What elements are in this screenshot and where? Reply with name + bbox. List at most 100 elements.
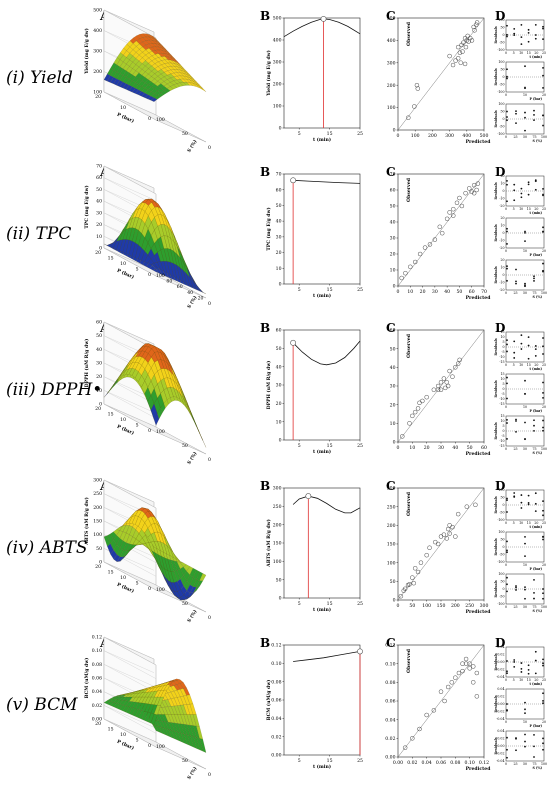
residual-point [534, 492, 537, 495]
parity-point [453, 675, 458, 680]
residual-point [542, 702, 544, 705]
surface-p-tick: 0 [148, 743, 151, 749]
residual-point [524, 740, 526, 743]
residual-point [520, 192, 523, 195]
parity-point [447, 210, 452, 215]
parity-point [447, 53, 452, 59]
residual-point [542, 25, 544, 28]
surface-z-tick: 300 [93, 49, 102, 55]
surface-z-tick: 0 [99, 402, 102, 408]
residual-x-tick: 25 [513, 762, 517, 766]
residual-x-tick: 20 [542, 405, 546, 409]
parity-point [441, 376, 447, 381]
parity-point [447, 368, 452, 374]
panel-letter-d: D [495, 321, 505, 335]
parity-point [447, 523, 452, 528]
parity-point [445, 383, 451, 389]
residual-point [534, 672, 537, 675]
surface-p-label: P (bar) [116, 267, 135, 281]
residual-x-tick: 15 [527, 363, 531, 367]
surface-z-label: BCM (uM/g dw) [83, 658, 90, 699]
surface-z-tick: 40 [96, 347, 102, 353]
parity-point [424, 552, 429, 558]
residual-x-tick: 10 [523, 720, 527, 724]
residual-point [513, 189, 516, 192]
parity-x-tick: 250 [465, 603, 474, 609]
residual-point [524, 586, 526, 589]
surface-p-tick: 15 [108, 570, 114, 576]
parity-y-tick: 20 [390, 402, 396, 408]
residual-y-tick: 0 [502, 545, 504, 549]
profile-y-tick: 0 [279, 126, 282, 132]
profile-y-label: TPC (mg E/g dw) [265, 207, 272, 250]
residual-point [542, 187, 544, 190]
residual-x-tick: 25 [542, 363, 546, 367]
parity-point [431, 387, 437, 392]
residual-point [506, 24, 508, 27]
residual-y-tick: -15 [499, 444, 504, 448]
parity-point [457, 357, 462, 363]
profile-plot: 0 100 200 300 400 500 5 15 25 t (min) Yield (mg E/… [265, 16, 363, 143]
parity-frame [397, 173, 485, 287]
residual-point [524, 421, 526, 424]
parity-y-tick: 300 [387, 486, 396, 492]
residual-point [520, 196, 523, 199]
profile-y-tick: 0.10 [271, 661, 281, 667]
residual-x-tick: 10 [523, 405, 527, 409]
surface-mesh [103, 343, 207, 448]
surface-s-tick: 80 [166, 279, 172, 285]
residual-x-tick: 15 [527, 678, 531, 682]
surface-s-label: S (%) [185, 765, 198, 780]
residual-point [542, 588, 544, 590]
residual-y-tick: 100 [498, 572, 504, 576]
parity-point [417, 400, 422, 406]
parity-x-tick: 50 [467, 445, 473, 451]
residual-point [515, 586, 517, 589]
surface-s-label: S (%) [185, 138, 198, 153]
residual-point [542, 664, 544, 667]
residual-x-tick: 0 [505, 93, 507, 97]
residual-y-label: Residuals [494, 380, 498, 398]
residual-point [506, 75, 508, 78]
parity-x-tick: 0.04 [422, 760, 432, 766]
surface-gridline [103, 548, 157, 577]
residual-y-tick: -50 [499, 83, 504, 87]
parity-point [450, 374, 455, 379]
residual-point [506, 397, 508, 400]
residual-x-tick: 25 [513, 135, 517, 139]
residual-x-tick: 0 [505, 207, 507, 211]
residual-x-tick: 100 [541, 447, 547, 451]
residual-point [524, 535, 526, 538]
surface-s-tick: 100 [156, 273, 165, 279]
panel-letter-b: B [260, 165, 270, 179]
surface-gridline [103, 376, 157, 405]
residual-point [527, 183, 530, 186]
profile-frame [283, 329, 361, 441]
parity-point [441, 532, 447, 537]
residual-y-tick: -50 [499, 595, 504, 599]
residual-point [506, 33, 508, 36]
profile-y-tick: 400 [273, 38, 282, 44]
surface-gridline [103, 650, 157, 679]
parity-x-label: Predicted [466, 609, 492, 615]
profile-y-tick: 0.00 [271, 753, 281, 759]
parity-x-tick: 0.02 [407, 760, 417, 766]
residual-x-tick: 100 [541, 291, 547, 295]
parity-identity-line [397, 329, 485, 443]
residual-y-label: Residuals [494, 338, 498, 356]
residual-point [542, 509, 544, 512]
panel-letter-b: B [260, 636, 270, 650]
residual-point [533, 756, 535, 758]
residual-point [506, 243, 508, 245]
residual-y-tick: 0 [502, 75, 504, 79]
parity-point [411, 580, 416, 586]
residual-x-tick: 0 [505, 363, 507, 367]
residual-y-tick: 20 [500, 216, 504, 220]
profile-y-tick: 20 [276, 250, 282, 256]
surface-p-label: P (bar) [116, 581, 135, 595]
residual-point [513, 661, 516, 663]
surface-p-tick: 5 [136, 738, 139, 744]
residual-y-label: Residuals [494, 653, 498, 671]
parity-x-label: Predicted [466, 451, 492, 457]
